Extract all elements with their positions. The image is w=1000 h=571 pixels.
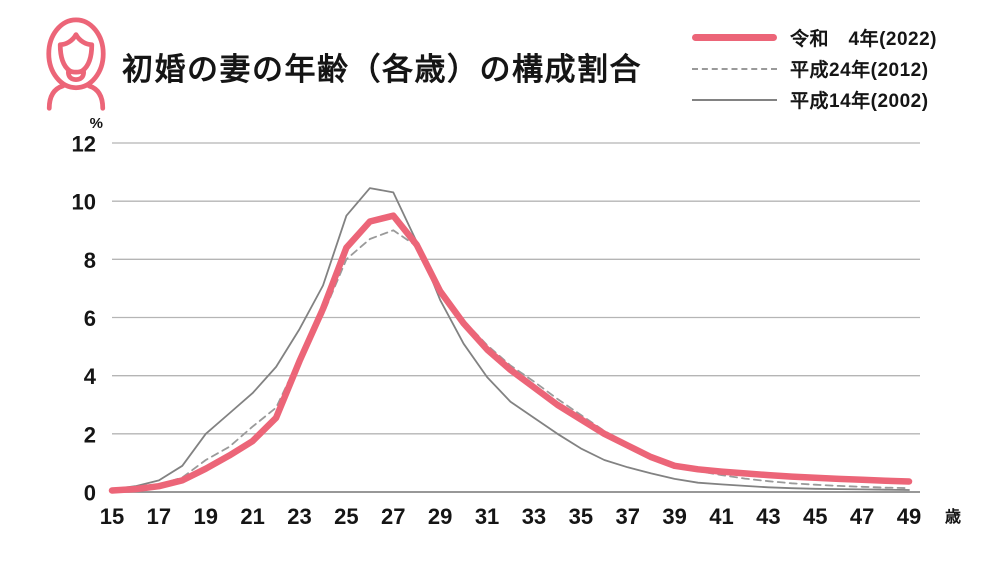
x-tick-label: 45	[803, 504, 827, 529]
x-axis-unit: 歳	[945, 507, 961, 526]
x-tick-label: 21	[240, 504, 264, 529]
legend-line-sample-2022	[692, 34, 777, 41]
legend-item-2022: 令和 4年(2022)	[692, 22, 962, 53]
x-tick-label: 39	[662, 504, 686, 529]
x-tick-label: 25	[334, 504, 358, 529]
legend-line-sample-2012	[692, 67, 777, 70]
series-line-2002	[111, 187, 910, 491]
x-tick-label: 31	[475, 504, 499, 529]
series-line-2022	[108, 212, 913, 494]
x-tick-label: 19	[194, 504, 218, 529]
x-tick-label: 29	[428, 504, 452, 529]
x-tick-label: 17	[147, 504, 171, 529]
legend-item-2002: 平成14年(2002)	[692, 84, 962, 115]
y-tick-label: 4	[84, 364, 97, 389]
x-tick-label: 35	[569, 504, 593, 529]
y-tick-label: 0	[84, 481, 96, 506]
x-tick-label: 23	[287, 504, 311, 529]
header: 初婚の妻の年齢（各歳）の構成割合 令和 4年(2022) 平成24年(2012)…	[0, 0, 1000, 118]
legend-label-2022: 令和 4年(2022)	[790, 29, 937, 50]
y-tick-label: 2	[84, 422, 96, 447]
x-tick-label: 27	[381, 504, 405, 529]
y-tick-label: 12	[72, 132, 96, 157]
x-tick-label: 41	[709, 504, 733, 529]
y-tick-label: 8	[84, 248, 96, 273]
legend-item-2012: 平成24年(2012)	[692, 53, 962, 84]
x-tick-label: 15	[100, 504, 124, 529]
x-tick-label: 33	[522, 504, 546, 529]
series-line-2012	[111, 229, 910, 492]
y-tick-label: 10	[72, 190, 96, 215]
x-tick-label: 49	[897, 504, 921, 529]
legend-label-2012: 平成24年(2012)	[790, 60, 929, 81]
x-tick-label: 47	[850, 504, 874, 529]
x-tick-label: 43	[756, 504, 780, 529]
y-tick-label: 6	[84, 306, 96, 331]
x-tick-label: 37	[615, 504, 639, 529]
legend: 令和 4年(2022) 平成24年(2012) 平成14年(2002)	[692, 22, 962, 115]
y-axis-unit: %	[90, 115, 103, 132]
page-title: 初婚の妻の年齢（各歳）の構成割合	[122, 52, 642, 87]
legend-line-sample-2002	[692, 98, 777, 101]
woman-icon	[46, 17, 106, 111]
legend-label-2002: 平成14年(2002)	[790, 91, 929, 112]
